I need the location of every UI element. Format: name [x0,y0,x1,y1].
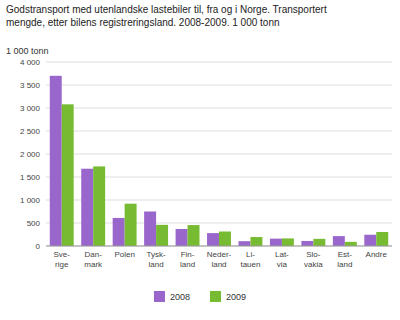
bar [333,236,345,246]
x-tick-label: Li-tauen [240,250,260,269]
bar [313,239,325,246]
x-tick-label-line: Sve- [54,250,71,259]
x-tick-label-line: via [277,260,288,269]
x-tick-label: Polen [114,250,134,259]
bar [62,104,74,246]
grid [46,62,392,246]
x-tick-label-line: land [149,260,164,269]
y-axis-label: 1 000 tonn [6,46,49,56]
bar [282,238,294,246]
legend: 2008 2009 [154,291,246,302]
bar [219,232,231,246]
x-tick-label-line: land [180,260,195,269]
x-tick-label-line: Neder- [207,250,232,259]
grid-line [46,85,392,86]
x-tick-label: Lat-via [275,250,289,269]
x-tick-label: Dan-mark [84,250,103,269]
x-tick-label: Fin-land [180,250,195,269]
bar [125,204,137,246]
bar [239,241,251,246]
y-tick-label: 2 500 [20,127,41,136]
bar [93,166,105,246]
grid-line [46,62,392,63]
x-tick-label: Sve-rige [54,250,71,269]
grid-line [46,108,392,109]
legend-label: 2008 [170,292,190,302]
x-tick-label-line: mark [84,260,103,269]
legend-swatch [154,291,165,302]
x-tick-label: Neder-land [207,250,232,269]
y-tick-label: 3 500 [20,81,41,90]
x-tick-label-line: vakia [304,260,323,269]
bar [156,225,168,246]
x-tick-label: Slo-vakia [304,250,323,269]
bar [364,235,376,246]
grid-line [46,246,392,247]
bar [176,229,188,246]
bar [345,242,357,246]
grid-line [46,154,392,155]
x-tick-label: Andre [366,250,388,259]
legend-label: 2009 [226,292,246,302]
y-tick-label: 4 000 [20,58,41,67]
x-tick-label-line: tauen [240,260,260,269]
bar [81,169,93,246]
y-tick-label: 3 000 [20,104,41,113]
x-axis-line [46,246,392,247]
bar [270,239,282,246]
bar [376,232,388,246]
x-tick-label-line: Li- [246,250,255,259]
x-tick-label-line: Slo- [306,250,321,259]
subtitle: mengde, etter bilens registreringsland. … [6,17,280,28]
bar [207,233,219,246]
legend-swatch [210,291,221,302]
bar [113,218,125,246]
x-tick-label: Tysk-land [147,250,166,269]
x-tick-label-line: land [211,260,226,269]
x-tick-label-line: Lat- [275,250,289,259]
x-tick-label-line: land [337,260,352,269]
y-tick-label: 2 000 [20,150,41,159]
y-tick-label: 1 000 [20,196,41,205]
x-tick-label-line: Fin- [181,250,195,259]
x-tick-label-line: Tysk- [147,250,166,259]
bars [50,76,388,246]
x-tick-label-line: Andre [366,250,388,259]
bar [144,212,156,247]
bar [50,76,62,246]
chart: Godstransport med utenlandske lastebiler… [0,0,400,320]
x-tick-label-line: rige [55,260,69,269]
x-tick-label: Est-land [337,250,352,269]
bar [188,225,200,246]
y-tick-label: 500 [27,219,41,228]
x-tick-label-line: Polen [114,250,134,259]
bar [250,237,262,246]
y-tick-label: 0 [36,242,41,251]
title: Godstransport med utenlandske lastebiler… [6,4,327,15]
x-tick-label-line: Est- [338,250,353,259]
y-tick-label: 1 500 [20,173,41,182]
grid-line [46,131,392,132]
x-tick-label-line: Dan- [85,250,103,259]
bar [301,241,313,246]
